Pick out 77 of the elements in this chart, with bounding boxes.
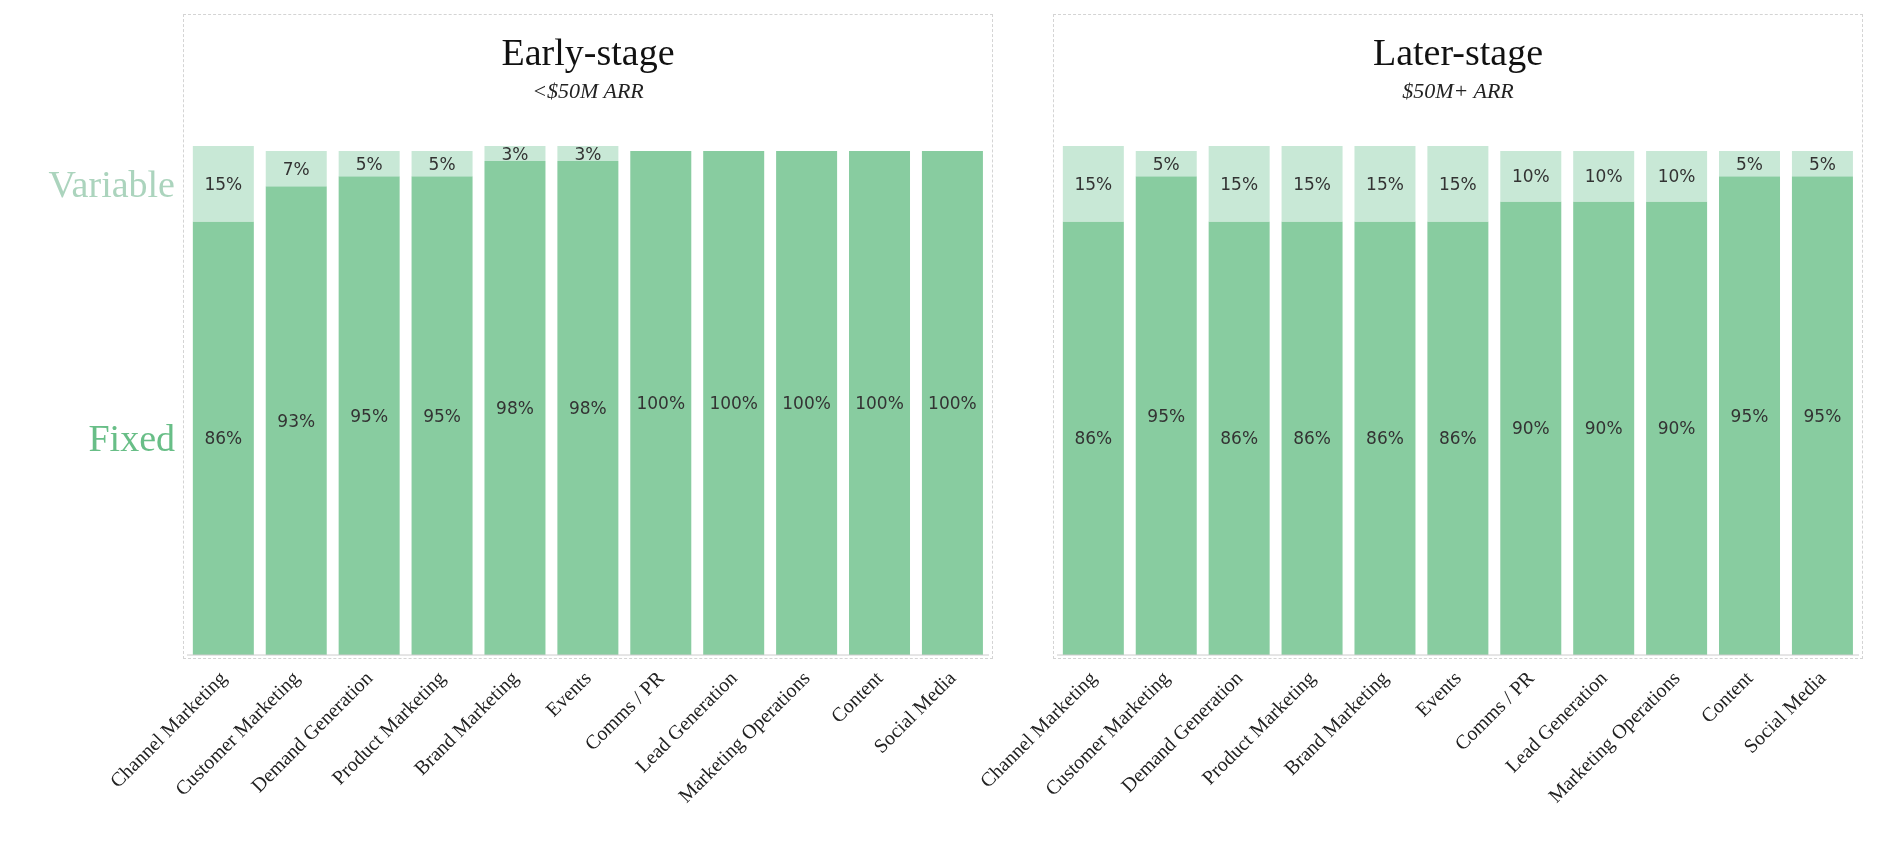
bar — [265, 151, 327, 187]
data-label: 5% — [1736, 153, 1764, 174]
bar — [1281, 146, 1343, 222]
chart-subtitle: <$50M ARR — [531, 78, 645, 104]
data-label: 15% — [1438, 173, 1477, 194]
bar — [192, 221, 254, 655]
data-label: 98% — [496, 398, 534, 419]
data-label: 15% — [1220, 173, 1259, 194]
bar — [1500, 201, 1562, 655]
data-label: 95% — [423, 405, 461, 426]
data-label: 3% — [574, 143, 602, 164]
bar — [1062, 221, 1124, 655]
data-label: 90% — [1657, 418, 1696, 439]
data-label: 5% — [428, 153, 456, 174]
data-label: 95% — [1730, 405, 1769, 426]
data-label: 5% — [1808, 153, 1836, 174]
data-label: 15% — [204, 173, 243, 194]
data-label: 98% — [568, 398, 607, 419]
data-label: 95% — [1803, 405, 1842, 426]
data-label: 15% — [1293, 173, 1331, 194]
bar — [1791, 176, 1853, 655]
chart-title: Later-stage — [1371, 30, 1545, 74]
data-label: 100% — [928, 393, 977, 414]
bar — [411, 176, 473, 655]
bar — [557, 161, 619, 655]
bar — [1646, 201, 1708, 655]
data-label: 95% — [1147, 405, 1186, 426]
data-label: 86% — [1220, 428, 1259, 449]
data-label: 10% — [1657, 166, 1696, 187]
bar — [1135, 176, 1197, 655]
series-label: Variable — [48, 161, 175, 206]
chart-subtitle: $50M+ ARR — [1401, 78, 1515, 104]
data-label: 93% — [277, 410, 316, 431]
bar — [1573, 151, 1635, 202]
bar — [1281, 221, 1343, 655]
data-label: 100% — [855, 393, 904, 414]
data-label: 100% — [709, 393, 758, 414]
data-label: 7% — [282, 158, 310, 179]
bar — [1062, 146, 1124, 222]
bar — [1573, 201, 1635, 655]
bar — [703, 151, 765, 655]
data-label: 3% — [501, 143, 529, 164]
bar — [921, 151, 983, 655]
bar — [192, 146, 254, 222]
bar — [776, 151, 838, 655]
data-label: 86% — [1366, 428, 1404, 449]
data-label: 15% — [1366, 173, 1404, 194]
bar — [265, 186, 327, 655]
data-label: 10% — [1511, 166, 1550, 187]
data-label: 86% — [1293, 428, 1331, 449]
bar — [1427, 221, 1489, 655]
data-label: 86% — [1438, 428, 1477, 449]
bar — [1354, 146, 1416, 222]
bar — [630, 151, 692, 655]
data-label: 5% — [355, 153, 383, 174]
data-label: 100% — [782, 393, 831, 414]
bar — [1354, 221, 1416, 655]
data-label: 90% — [1511, 418, 1550, 439]
bar — [1208, 146, 1270, 222]
data-label: 86% — [1074, 428, 1113, 449]
data-label: 15% — [1074, 173, 1113, 194]
series-label: Fixed — [88, 416, 175, 461]
data-label: 100% — [636, 393, 686, 414]
bar — [1500, 151, 1562, 202]
bar — [849, 151, 911, 655]
chart-title: Early-stage — [500, 30, 676, 74]
bar — [338, 176, 400, 655]
bar — [1208, 221, 1270, 655]
data-label: 95% — [350, 405, 389, 426]
bar — [1719, 176, 1781, 655]
data-label: 10% — [1584, 166, 1623, 187]
data-label: 86% — [204, 428, 243, 449]
data-label: 90% — [1584, 418, 1623, 439]
data-label: 5% — [1152, 153, 1180, 174]
bar — [1427, 146, 1489, 222]
bar — [1646, 151, 1708, 202]
bar — [484, 161, 546, 655]
